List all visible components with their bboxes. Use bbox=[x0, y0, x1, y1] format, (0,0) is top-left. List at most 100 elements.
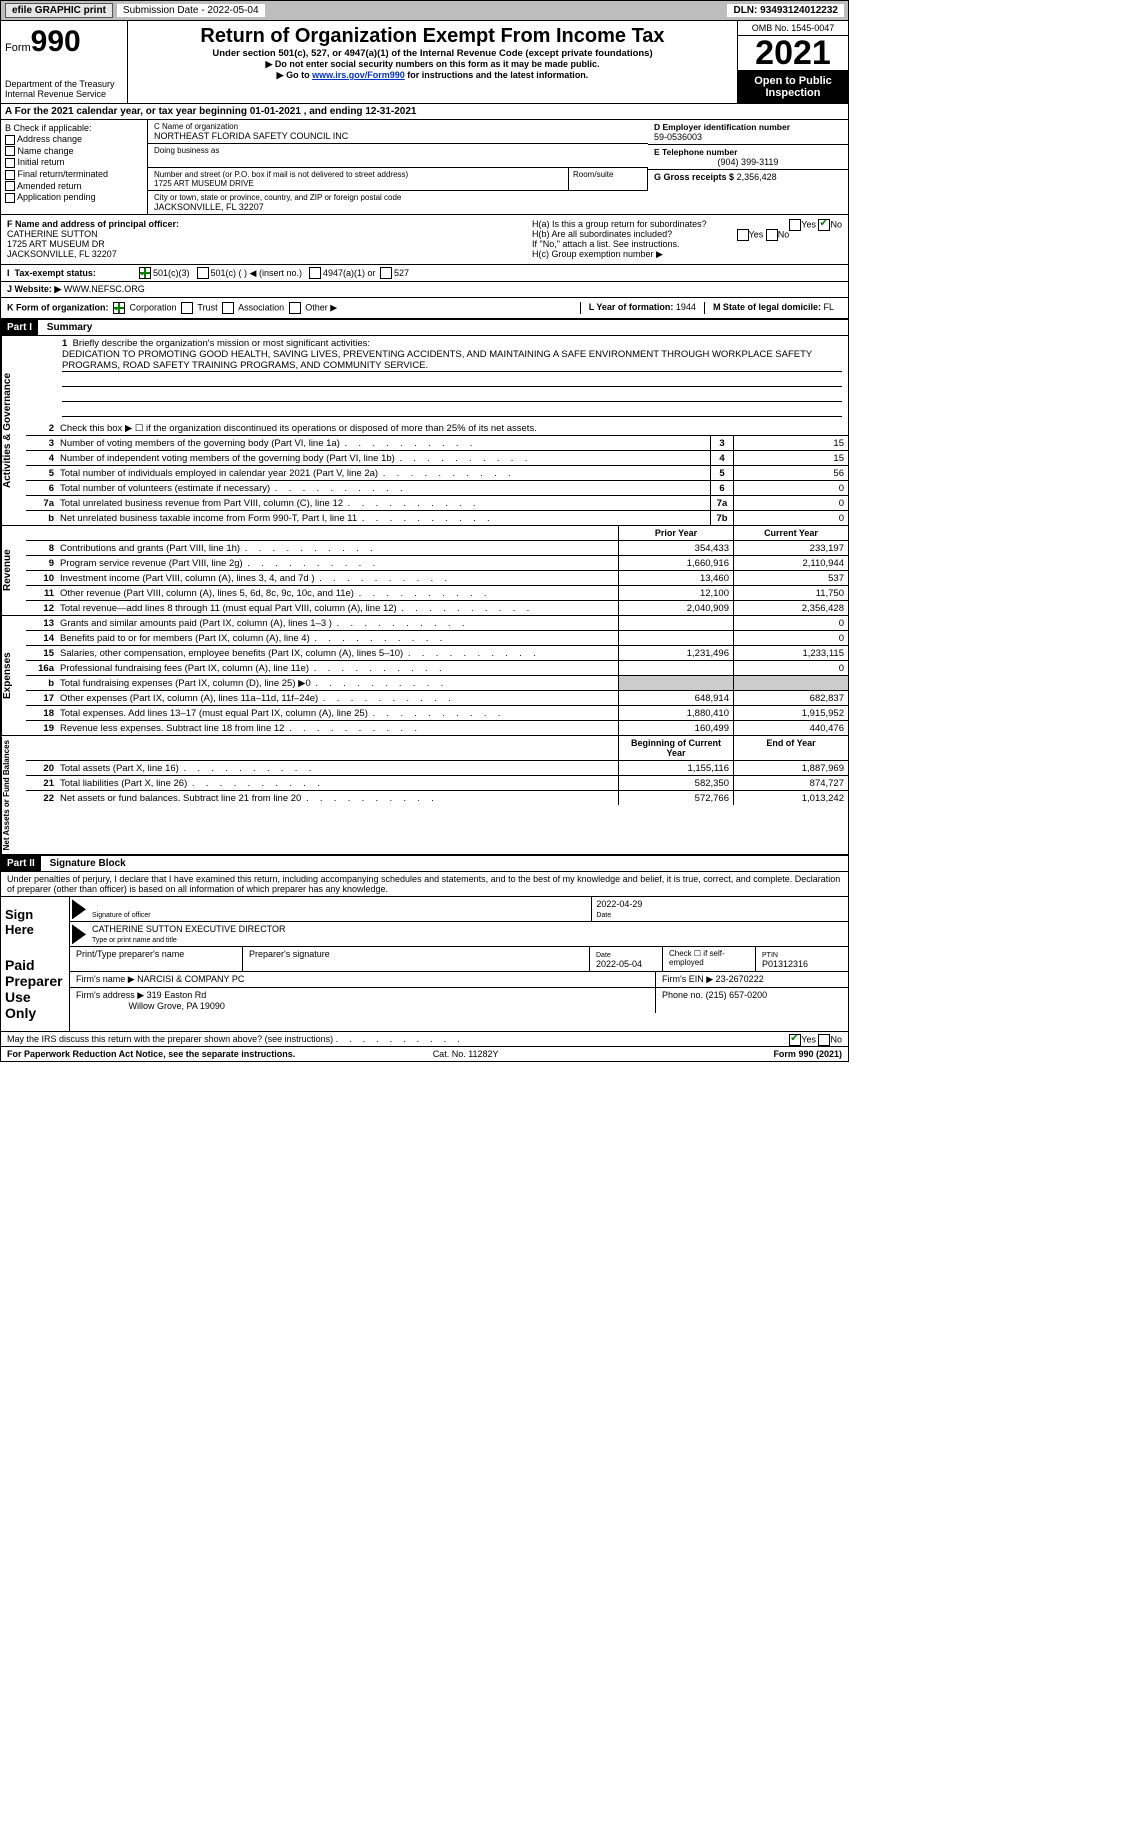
penalty-text: Under penalties of perjury, I declare th… bbox=[1, 872, 848, 897]
box-h: H(a) Is this a group return for subordin… bbox=[526, 215, 848, 264]
dba-lbl: Doing business as bbox=[154, 146, 642, 155]
vtab-gov: Activities & Governance bbox=[1, 336, 26, 525]
check-amended[interactable] bbox=[5, 181, 15, 191]
prep-date: 2022-05-04 bbox=[596, 959, 642, 969]
box-c: C Name of organization NORTHEAST FLORIDA… bbox=[148, 120, 648, 214]
room-lbl: Room/suite bbox=[569, 168, 648, 191]
row-k-l-m: K Form of organization: Corporation Trus… bbox=[0, 298, 849, 319]
tel-lbl: E Telephone number bbox=[654, 147, 842, 157]
firm-addr-lbl: Firm's address ▶ bbox=[76, 990, 144, 1000]
hc-lbl: H(c) Group exemption number ▶ bbox=[532, 249, 842, 260]
check-final[interactable] bbox=[5, 170, 15, 180]
firm-ph-lbl: Phone no. bbox=[662, 990, 703, 1000]
summary-line: 14Benefits paid to or for members (Part … bbox=[26, 631, 848, 646]
ein-val: 59-0536003 bbox=[654, 132, 842, 142]
hb-yes[interactable] bbox=[737, 229, 749, 241]
check-addr[interactable] bbox=[5, 135, 15, 145]
summary-netassets: Net Assets or Fund Balances Beginning of… bbox=[0, 736, 849, 855]
signer-name-lbl: Type or print name and title bbox=[92, 937, 177, 944]
chk-501c3[interactable] bbox=[139, 267, 151, 279]
website-row: J Website: ▶ WWW.NEFSC.ORG bbox=[0, 282, 849, 298]
chk-lbl-4: Amended return bbox=[17, 181, 82, 191]
opt-0: 501(c)(3) bbox=[153, 268, 190, 278]
officer-addr2: JACKSONVILLE, FL 32207 bbox=[7, 249, 117, 259]
summary-line: 12Total revenue—add lines 8 through 11 (… bbox=[26, 601, 848, 615]
ha-yes[interactable] bbox=[789, 219, 801, 231]
summary-line: 16aProfessional fundraising fees (Part I… bbox=[26, 661, 848, 676]
m-lbl: M State of legal domicile: bbox=[713, 302, 821, 312]
self-emp-lbl: Check ☐ if self-employed bbox=[663, 947, 756, 971]
discuss-yes[interactable] bbox=[789, 1034, 801, 1046]
summary-line: 18Total expenses. Add lines 13–17 (must … bbox=[26, 706, 848, 721]
summary-line: 4Number of independent voting members of… bbox=[26, 451, 848, 466]
chk-lbl-5: Application pending bbox=[17, 192, 96, 202]
sig-date: 2022-04-29 bbox=[596, 899, 642, 909]
submission-date: Submission Date - 2022-05-04 bbox=[117, 4, 265, 17]
chk-501c[interactable] bbox=[197, 267, 209, 279]
summary-line: 21Total liabilities (Part X, line 26)582… bbox=[26, 776, 848, 791]
tax-status-row: I Tax-exempt status: 501(c)(3) 501(c) ( … bbox=[0, 265, 849, 282]
summary-line: 13Grants and similar amounts paid (Part … bbox=[26, 616, 848, 631]
chk-assoc[interactable] bbox=[222, 302, 234, 314]
form-subtitle: Under section 501(c), 527, or 4947(a)(1)… bbox=[132, 48, 733, 59]
irs-label: Internal Revenue Service bbox=[5, 89, 123, 99]
box-f: F Name and address of principal officer:… bbox=[1, 215, 526, 264]
chk-527[interactable] bbox=[380, 267, 392, 279]
firm-addr1: 319 Easton Rd bbox=[147, 990, 207, 1000]
col-end: End of Year bbox=[733, 736, 848, 760]
check-name[interactable] bbox=[5, 146, 15, 156]
chk-4947[interactable] bbox=[309, 267, 321, 279]
discuss-lbl: May the IRS discuss this return with the… bbox=[7, 1034, 333, 1044]
page-footer: For Paperwork Reduction Act Notice, see … bbox=[0, 1047, 849, 1062]
summary-line: 8Contributions and grants (Part VIII, li… bbox=[26, 541, 848, 556]
irs-link[interactable]: www.irs.gov/Form990 bbox=[312, 70, 405, 80]
tax-year: 2021 bbox=[738, 36, 848, 71]
top-toolbar: efile GRAPHIC print Submission Date - 20… bbox=[0, 0, 849, 21]
ssn-note: ▶ Do not enter social security numbers o… bbox=[132, 59, 733, 70]
summary-line: 3Number of voting members of the governi… bbox=[26, 436, 848, 451]
form-label: Form bbox=[5, 42, 31, 54]
chk-trust[interactable] bbox=[181, 302, 193, 314]
ha-no[interactable] bbox=[818, 219, 830, 231]
hb-no[interactable] bbox=[766, 229, 778, 241]
chk-corp[interactable] bbox=[113, 302, 125, 314]
city-lbl: City or town, state or province, country… bbox=[154, 193, 642, 202]
signer-name: CATHERINE SUTTON EXECUTIVE DIRECTOR bbox=[92, 924, 286, 934]
officer-name: CATHERINE SUTTON bbox=[7, 229, 98, 239]
paperwork-note: For Paperwork Reduction Act Notice, see … bbox=[7, 1049, 295, 1059]
gross-val: 2,356,428 bbox=[737, 172, 777, 182]
mission-lbl: Briefly describe the organization's miss… bbox=[73, 338, 371, 349]
vtab-net: Net Assets or Fund Balances bbox=[1, 736, 26, 854]
firm-lbl: Firm's name ▶ bbox=[76, 974, 135, 984]
officer-lbl: F Name and address of principal officer: bbox=[7, 219, 179, 229]
chk-lbl-1: Name change bbox=[18, 146, 74, 156]
opt-1: 501(c) ( ) ◀ (insert no.) bbox=[211, 268, 302, 279]
efile-button[interactable]: efile GRAPHIC print bbox=[5, 3, 113, 18]
dept-label: Department of the Treasury bbox=[5, 79, 123, 89]
org-name-lbl: C Name of organization bbox=[154, 122, 642, 131]
row-f-h: F Name and address of principal officer:… bbox=[0, 215, 849, 265]
hb-lbl: H(b) Are all subordinates included? bbox=[532, 229, 672, 239]
col-current: Current Year bbox=[733, 526, 848, 540]
summary-line: 17Other expenses (Part IX, column (A), l… bbox=[26, 691, 848, 706]
part2-header: Part II Signature Block bbox=[0, 855, 849, 872]
tel-val: (904) 399-3119 bbox=[654, 157, 842, 167]
prep-name-lbl: Print/Type preparer's name bbox=[76, 949, 184, 959]
part1-hdr: Part I bbox=[1, 320, 38, 335]
mission-text: DEDICATION TO PROMOTING GOOD HEALTH, SAV… bbox=[62, 349, 842, 372]
form-header: Form990 Department of the Treasury Inter… bbox=[0, 21, 849, 103]
col-prior: Prior Year bbox=[618, 526, 733, 540]
hb-note: If "No," attach a list. See instructions… bbox=[532, 239, 842, 249]
box-b: B Check if applicable: Address change Na… bbox=[1, 120, 148, 214]
header-right: OMB No. 1545-0047 2021 Open to Public In… bbox=[737, 21, 848, 103]
discuss-no[interactable] bbox=[818, 1034, 830, 1046]
header-middle: Return of Organization Exempt From Incom… bbox=[128, 21, 737, 103]
city-val: JACKSONVILLE, FL 32207 bbox=[154, 202, 642, 212]
firm-ein-lbl: Firm's EIN ▶ bbox=[662, 974, 713, 984]
check-initial[interactable] bbox=[5, 158, 15, 168]
summary-line: 7aTotal unrelated business revenue from … bbox=[26, 496, 848, 511]
street-val: 1725 ART MUSEUM DRIVE bbox=[154, 179, 562, 188]
header-left: Form990 Department of the Treasury Inter… bbox=[1, 21, 128, 103]
chk-other[interactable] bbox=[289, 302, 301, 314]
check-app[interactable] bbox=[5, 193, 15, 203]
